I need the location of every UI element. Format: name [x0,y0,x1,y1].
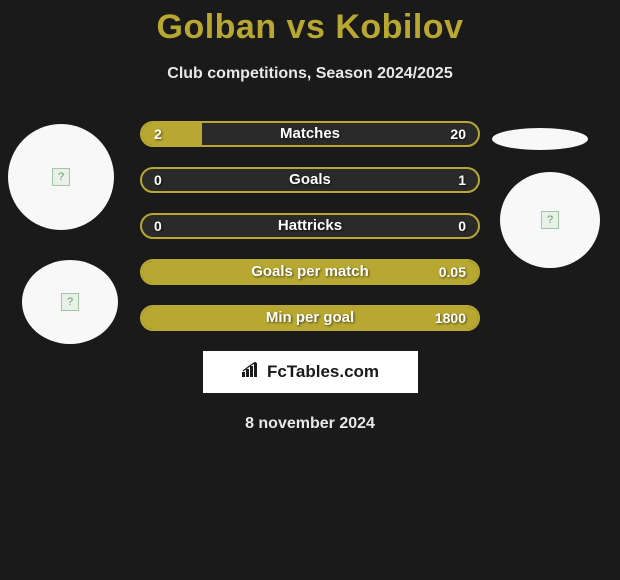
stat-row: 2Matches20 [140,121,480,147]
player-photo: ? [22,260,118,344]
stat-value-right: 20 [450,123,466,145]
image-placeholder-icon: ? [61,293,79,311]
stat-label: Goals [142,169,478,191]
player-photo: ? [500,172,600,268]
stat-value-right: 1800 [435,307,466,329]
player-photo-ellipse [492,128,588,150]
stat-row: 0Hattricks0 [140,213,480,239]
brand-box: FcTables.com [203,351,418,393]
image-placeholder-icon: ? [541,211,559,229]
page-title: Golban vs Kobilov [0,0,620,47]
stat-label: Min per goal [142,307,478,329]
player-photo: ? [8,124,114,230]
stat-value-right: 0.05 [439,261,466,283]
stat-row: 0Goals1 [140,167,480,193]
subtitle: Club competitions, Season 2024/2025 [0,65,620,83]
image-placeholder-icon: ? [52,168,70,186]
stat-row: Min per goal1800 [140,305,480,331]
stat-value-right: 1 [458,169,466,191]
date-label: 8 november 2024 [0,415,620,433]
stat-label: Goals per match [142,261,478,283]
brand-label: FcTables.com [267,362,379,382]
stat-value-right: 0 [458,215,466,237]
stat-label: Matches [142,123,478,145]
stat-label: Hattricks [142,215,478,237]
stats-container: 2Matches200Goals10Hattricks0Goals per ma… [140,121,480,331]
stat-row: Goals per match0.05 [140,259,480,285]
brand-chart-icon [241,362,263,383]
